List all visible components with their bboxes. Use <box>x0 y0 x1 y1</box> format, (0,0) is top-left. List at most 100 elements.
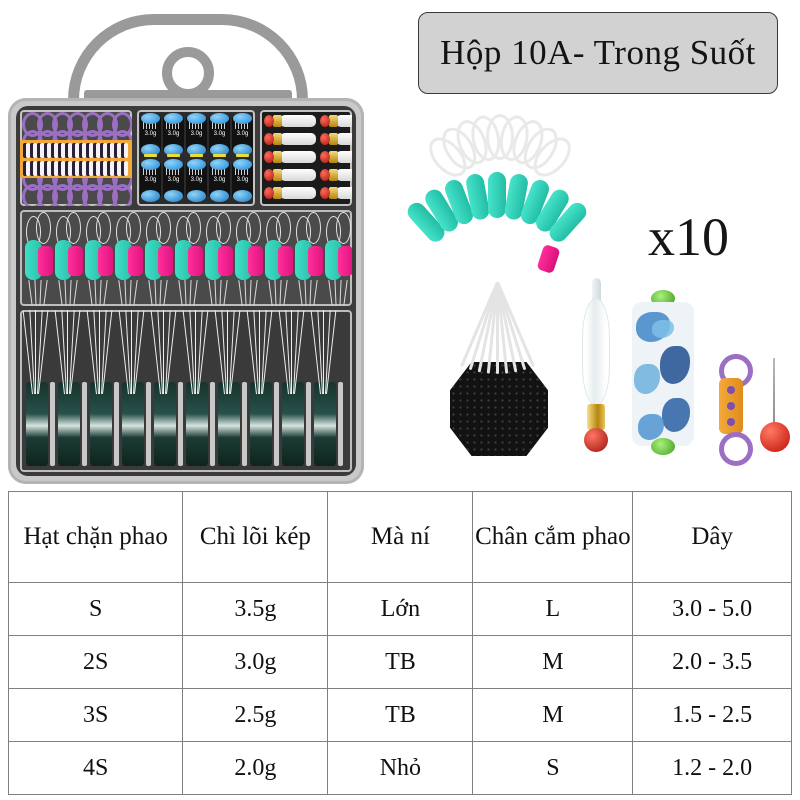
table-cell: 2S <box>7 635 184 689</box>
spool-body <box>632 302 694 446</box>
yellow-marker <box>236 154 249 157</box>
bead-stopper <box>121 143 126 158</box>
bead-stopper-light <box>68 161 72 176</box>
table-cell: L <box>472 582 634 636</box>
pink-stopper <box>38 246 53 276</box>
table-cell: 2.0 - 3.5 <box>632 635 792 689</box>
stopper-tail <box>219 279 222 306</box>
float-bulb-bottom <box>164 190 183 202</box>
bead-stopper <box>107 161 112 176</box>
float-weight-label: 3.0g <box>213 131 226 137</box>
pin-needle-icon <box>773 358 775 430</box>
teal-stopper <box>145 240 162 280</box>
table-cell: S <box>472 741 634 795</box>
bead-stopper <box>58 143 63 158</box>
teal-stopper <box>85 240 102 280</box>
swivel-bar <box>719 378 743 434</box>
connector-gold <box>329 169 338 181</box>
stopper-tail <box>99 279 102 306</box>
stopper-loop <box>276 212 291 244</box>
compartment-beads <box>20 110 132 206</box>
weight-float-cell: 3.0g <box>186 159 207 202</box>
bead-stopper-light <box>89 143 93 158</box>
table-cell: Lớn <box>327 582 474 636</box>
stopper-tail <box>279 279 282 306</box>
teal-stopper <box>205 240 222 280</box>
teal-stopper <box>115 240 132 280</box>
float-ticks <box>212 122 227 129</box>
stopper-tail <box>339 279 342 306</box>
stopper-tail <box>238 280 244 306</box>
bead-stopper-light <box>75 143 79 158</box>
bead-stopper <box>65 143 70 158</box>
bead-stopper <box>37 161 42 176</box>
table-cell: 3S <box>7 688 184 742</box>
weight-float-cell: 3.0g <box>186 113 207 156</box>
connector-red <box>264 169 274 181</box>
teal-stopper <box>325 240 342 280</box>
stopper-tail <box>304 279 307 306</box>
table-cell: 3.5g <box>182 582 329 636</box>
connector-gold <box>329 151 338 163</box>
stopper-tail <box>214 279 217 306</box>
yellow-marker <box>167 154 180 157</box>
fan-stopper <box>488 172 506 218</box>
bead-stopper-light <box>75 161 79 176</box>
bead-stopper <box>51 143 56 158</box>
bead-stopper <box>58 161 63 176</box>
table-header-cell: Chì lõi kép <box>182 491 329 583</box>
table-cell: M <box>472 635 634 689</box>
bead-stopper <box>23 143 28 158</box>
table-cell: S <box>7 582 184 636</box>
float-weight-label: 3.0g <box>167 177 180 183</box>
weight-float-cell: 3.0g <box>140 113 161 156</box>
bead-stopper <box>65 161 70 176</box>
float-bulb-top <box>164 159 183 170</box>
stopper-loop <box>126 212 141 244</box>
stopper-loop <box>66 212 81 244</box>
tackle-box: 3.0g 3.0g 3.0g 3.0g 3.0g 3.0g 3.0g 3.0g 3.0g 3.0g <box>8 14 364 484</box>
fishing-line <box>195 310 197 394</box>
connector-red <box>264 187 274 199</box>
accessory-clear-tube-float <box>574 278 618 468</box>
float-bulb-bottom <box>210 144 229 156</box>
bead-stopper <box>79 143 84 158</box>
spool-pattern <box>652 320 674 338</box>
table-header-row: Hạt chặn phao Chì lõi kép Mà ní Chân cắm… <box>7 491 792 583</box>
connector-unit <box>264 150 316 164</box>
weight-float-cell: 3.0g <box>209 113 230 156</box>
slot-divider <box>146 382 151 466</box>
weight-float-cell: 3.0g <box>163 113 184 156</box>
swivel-dot <box>727 402 735 410</box>
orange-bead-band <box>20 140 132 178</box>
bead-stopper-light <box>89 161 93 176</box>
float-ticks <box>143 122 158 129</box>
connector-unit <box>264 132 316 146</box>
accessory-patterned-spool <box>632 288 694 460</box>
yellow-marker <box>213 154 226 157</box>
connector-red <box>320 133 330 145</box>
connector-body <box>280 133 316 145</box>
swivel-dot <box>727 386 735 394</box>
float-weight-label: 3.0g <box>190 131 203 137</box>
table-cell: 1.2 - 2.0 <box>632 741 792 795</box>
bead-stopper <box>100 161 105 176</box>
red-bead-icon <box>584 428 608 452</box>
connector-red <box>320 115 330 127</box>
float-ticks <box>212 168 227 175</box>
weight-float-cell: 3.0g <box>209 159 230 202</box>
connector-body <box>280 169 316 181</box>
swivel-ring-bottom <box>719 432 753 466</box>
spool-pattern <box>662 398 690 432</box>
bead-stopper-light <box>103 161 107 176</box>
stopper-tail <box>343 280 349 306</box>
bead-stopper <box>72 161 77 176</box>
bead-stopper-light <box>110 161 114 176</box>
connector-red <box>320 187 330 199</box>
float-bulb-bottom <box>187 144 206 156</box>
accessory-swivel <box>714 352 753 466</box>
float-bulb-bottom <box>233 190 252 202</box>
connector-red <box>264 133 274 145</box>
float-slot <box>154 382 176 466</box>
